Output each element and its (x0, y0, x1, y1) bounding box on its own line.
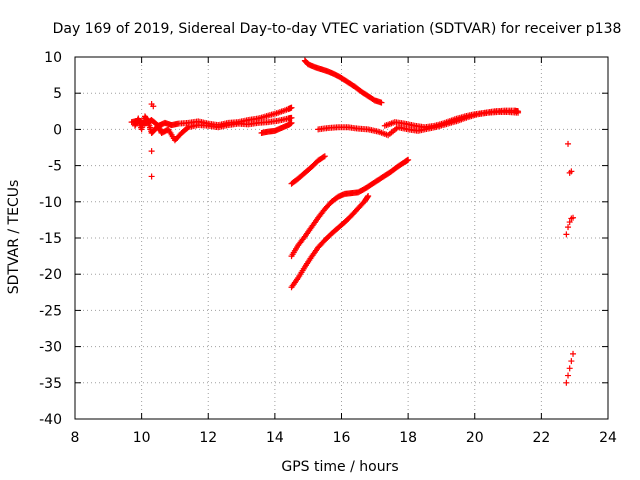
data-point (378, 99, 385, 106)
data-point (570, 350, 577, 357)
y-tick-label: -5 (48, 159, 62, 175)
y-tick-label: -35 (39, 376, 62, 392)
data-point (288, 119, 295, 126)
data-point (184, 125, 191, 132)
y-axis-label: SDTVAR / TECUs (6, 180, 22, 295)
plot-frame (74, 56, 609, 420)
y-tick-label: 10 (44, 50, 62, 66)
y-tick-label: 5 (53, 86, 62, 102)
grid (75, 57, 608, 419)
data-point (566, 219, 573, 226)
data-point (563, 379, 570, 386)
data-points (128, 57, 577, 386)
tick-labels: 8 10 12 14 16 18 20 22 24 10 5 0 -5 -10 -15 -20 -25 -30 -3… (39, 50, 617, 446)
x-axis-label: GPS time / hours (281, 459, 398, 475)
data-point (288, 104, 295, 111)
data-point (150, 103, 157, 110)
data-point (515, 108, 522, 115)
data-point (568, 358, 575, 365)
data-point (570, 214, 577, 221)
data-point (565, 140, 572, 147)
x-tick-label: 20 (466, 430, 484, 446)
data-point (321, 153, 328, 160)
y-tick-label: -30 (39, 340, 62, 356)
data-point (288, 114, 295, 121)
data-point (148, 148, 155, 155)
x-tick-label: 24 (599, 430, 617, 446)
data-point (565, 224, 572, 231)
y-tick-label: -15 (39, 231, 62, 247)
y-tick-label: 0 (53, 122, 62, 138)
y-tick-label: -40 (39, 412, 62, 428)
data-point (320, 153, 327, 160)
data-point (566, 365, 573, 372)
x-tick-label: 12 (199, 430, 217, 446)
y-tick-label: -10 (39, 195, 62, 211)
x-tick-label: 8 (71, 430, 80, 446)
data-point (563, 231, 570, 238)
data-point (365, 193, 372, 200)
y-tick-label: -20 (39, 267, 62, 283)
y-tick-label: -25 (39, 303, 62, 319)
chart-title: Day 169 of 2019, Sidereal Day-to-day VTE… (53, 21, 622, 37)
data-point (568, 168, 575, 175)
data-point (148, 173, 155, 180)
x-tick-label: 14 (266, 430, 284, 446)
x-tick-label: 10 (133, 430, 151, 446)
x-tick-label: 16 (333, 430, 351, 446)
x-tick-label: 18 (399, 430, 417, 446)
data-point (565, 372, 572, 379)
x-tick-label: 22 (532, 430, 550, 446)
data-point (405, 156, 412, 163)
